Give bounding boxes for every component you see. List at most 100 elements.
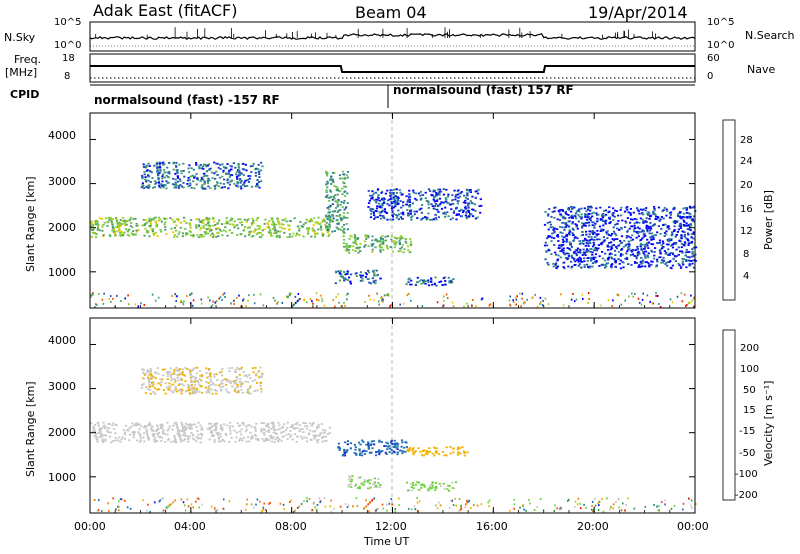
scatter-cell-p1-r0 bbox=[257, 439, 260, 442]
scatter-cell-p1-r0 bbox=[274, 429, 277, 432]
scatter-cell-p0-r7 bbox=[612, 230, 616, 233]
scatter-cell-p0-r7 bbox=[586, 263, 589, 266]
scatter-cell-p0-r4 bbox=[348, 276, 351, 279]
scatter-cell-p1-r4 bbox=[431, 481, 434, 484]
scatter-cell-p1-r1 bbox=[200, 385, 203, 387]
scatter-cell-p0-r7 bbox=[604, 266, 607, 269]
scatter-cell-p1-r1 bbox=[201, 375, 204, 378]
scatter-cell-p0-r5 bbox=[405, 283, 408, 286]
scatter-cell-p1-r0 bbox=[199, 437, 203, 440]
scatter-cell-p0-r3 bbox=[348, 237, 351, 240]
scatter-cell-p0-r1 bbox=[202, 167, 205, 170]
scatter-cell-p0-r7 bbox=[549, 235, 552, 238]
scatter-cell-p1-r0 bbox=[147, 437, 151, 440]
scatter-cell-p0-r6 bbox=[443, 211, 446, 214]
scatter-cell-p0-r6 bbox=[433, 196, 436, 199]
scatter-cell-p0-r0 bbox=[270, 217, 273, 219]
scatter-cell-p1-r1 bbox=[143, 374, 146, 376]
scatter-cell-p0-r0 bbox=[195, 225, 198, 228]
scatter-cell-p0-r7 bbox=[592, 211, 595, 214]
clutter-cell-p1 bbox=[183, 504, 186, 507]
scatter-cell-p0-r0 bbox=[206, 218, 209, 221]
scatter-cell-p1-r1 bbox=[159, 378, 162, 381]
clutter-cell-p0 bbox=[509, 303, 511, 306]
scatter-cell-p1-r2 bbox=[402, 450, 405, 453]
clutter-cell-p1 bbox=[597, 509, 600, 511]
scatter-cell-p0-r2 bbox=[328, 211, 332, 214]
scatter-cell-p0-r7 bbox=[578, 208, 581, 211]
scatter-cell-p1-r0 bbox=[155, 430, 158, 432]
scatter-cell-p0-r7 bbox=[578, 210, 581, 213]
scatter-cell-p0-r0 bbox=[236, 224, 239, 227]
scatter-cell-p1-r0 bbox=[213, 441, 216, 444]
scatter-cell-p0-r7 bbox=[635, 218, 638, 221]
scatter-cell-p0-r3 bbox=[385, 244, 389, 247]
scatter-cell-p0-r7 bbox=[668, 254, 671, 256]
scatter-cell-p0-r5 bbox=[451, 281, 454, 284]
scatter-cell-p1-r0 bbox=[99, 433, 103, 436]
scatter-cell-p0-r2 bbox=[338, 228, 341, 231]
scatter-cell-p0-r6 bbox=[444, 206, 447, 209]
scatter-cell-p0-r2 bbox=[333, 210, 336, 213]
clutter-cell-p1 bbox=[381, 503, 384, 506]
scatter-cell-p1-r0 bbox=[224, 432, 227, 435]
scatter-cell-p0-r6 bbox=[396, 200, 399, 203]
scatter-cell-p0-r2 bbox=[326, 228, 330, 231]
scatter-cell-p1-r2 bbox=[389, 440, 393, 443]
scatter-cell-p1-r1 bbox=[156, 367, 159, 369]
scatter-cell-p0-r1 bbox=[165, 187, 168, 190]
clutter-cell-p1 bbox=[513, 503, 516, 506]
scatter-cell-p0-r3 bbox=[352, 249, 355, 251]
scatter-cell-p0-r2 bbox=[345, 206, 348, 209]
scatter-cell-p1-r0 bbox=[230, 436, 233, 439]
scatter-cell-p0-r7 bbox=[674, 235, 677, 238]
scatter-cell-p1-r0 bbox=[206, 428, 209, 431]
scatter-cell-p1-r2 bbox=[380, 441, 383, 443]
scatter-cell-p1-r2 bbox=[346, 443, 349, 446]
scatter-cell-p0-r6 bbox=[392, 189, 395, 191]
clutter-cell-p0 bbox=[309, 298, 312, 301]
scatter-cell-p1-r0 bbox=[181, 426, 184, 429]
scatter-cell-p0-r7 bbox=[571, 221, 574, 224]
scatter-cell-p0-r7 bbox=[601, 213, 605, 216]
clutter-cell-p1 bbox=[488, 505, 490, 508]
scatter-cell-p0-r7 bbox=[648, 232, 651, 235]
freq-strip-frame bbox=[89, 53, 696, 83]
scatter-cell-p0-r4 bbox=[369, 282, 373, 285]
scatter-cell-p1-r0 bbox=[320, 437, 323, 439]
scatter-cell-p0-r0 bbox=[156, 235, 159, 238]
scatter-cell-p0-r0 bbox=[240, 221, 243, 224]
scatter-cell-p0-r0 bbox=[190, 219, 193, 221]
scatter-cell-p1-r4 bbox=[410, 489, 413, 492]
scatter-cell-p1-r0 bbox=[148, 422, 151, 424]
velocity-cbar-tick-m15: -15 bbox=[739, 426, 756, 437]
scatter-cell-p0-r6 bbox=[456, 190, 459, 193]
scatter-cell-p0-r7 bbox=[645, 220, 648, 223]
scatter-cell-p1-r4 bbox=[410, 482, 413, 485]
scatter-cell-p0-r6 bbox=[369, 212, 373, 215]
clutter-cell-p1 bbox=[279, 502, 282, 505]
scatter-cell-p0-r6 bbox=[427, 188, 430, 191]
clutter-cell-p0 bbox=[632, 295, 635, 298]
scatter-cell-p0-r7 bbox=[636, 207, 639, 209]
clutter-cell-p0 bbox=[489, 303, 492, 306]
scatter-cell-p0-r3 bbox=[398, 239, 401, 242]
clutter-cell-p0 bbox=[243, 298, 245, 300]
clutter-cell-p1 bbox=[450, 500, 453, 503]
scatter-cell-p0-r1 bbox=[239, 181, 242, 184]
scatter-cell-p0-r7 bbox=[586, 257, 589, 259]
scatter-cell-p0-r0 bbox=[221, 223, 224, 225]
scatter-cell-p0-r0 bbox=[255, 233, 258, 236]
scatter-cell-p1-r0 bbox=[191, 433, 194, 436]
scatter-cell-p1-r0 bbox=[186, 426, 189, 429]
xtick-2400: 00:00 bbox=[677, 520, 709, 533]
scatter-cell-p0-r7 bbox=[558, 210, 561, 213]
scatter-cell-p0-r7 bbox=[587, 265, 590, 268]
scatter-cell-p0-r1 bbox=[231, 179, 234, 182]
scatter-cell-p1-r1 bbox=[189, 370, 192, 372]
scatter-cell-p0-r0 bbox=[152, 228, 155, 230]
clutter-cell-p0 bbox=[560, 293, 562, 296]
clutter-cell-p0 bbox=[180, 301, 182, 304]
scatter-cell-p0-r0 bbox=[144, 227, 147, 230]
scatter-cell-p1-r2 bbox=[373, 443, 376, 446]
